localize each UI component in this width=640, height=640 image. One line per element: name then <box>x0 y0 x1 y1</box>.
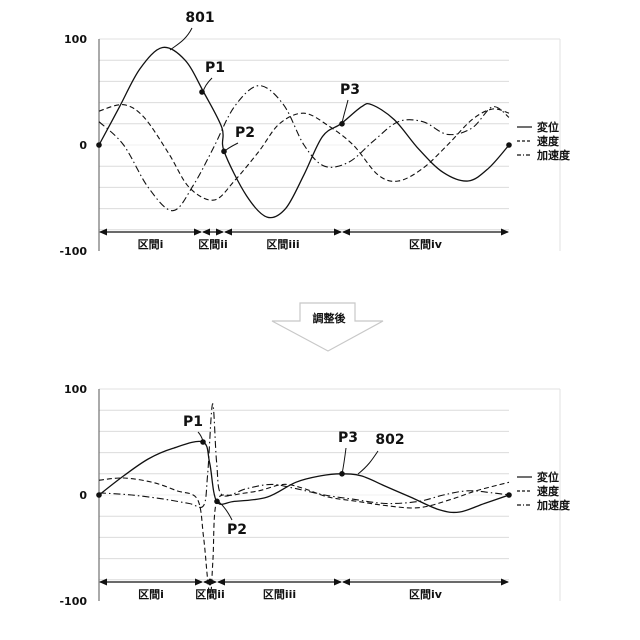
segment-label: 区間iv <box>409 238 443 251</box>
y-tick-label: 0 <box>79 139 87 152</box>
curve-callout: 802 <box>375 432 404 448</box>
curve-callout: 801 <box>185 10 214 26</box>
point-label-p2: P2 <box>235 125 255 141</box>
y-tick-label: 100 <box>64 33 87 46</box>
segment-label: 区間ii <box>195 588 225 601</box>
point-label-p3: P3 <box>338 430 358 446</box>
segment-label: 区間ii <box>198 238 228 251</box>
endpoint-marker <box>506 492 512 498</box>
segment-label: 区間iii <box>266 238 299 251</box>
callout-leader-line <box>358 451 378 474</box>
endpoint-marker <box>96 142 102 148</box>
segment-label: 区間i <box>138 588 164 601</box>
point-label-p3: P3 <box>340 82 360 98</box>
segment-label: 区間iv <box>409 588 443 601</box>
chart-before-adjustment: 100 0 -100 P1 P2 P3 801 区間i 区間ii 区間iii 区間iv 変位速度加速度 <box>59 10 571 258</box>
point-leader-line <box>203 78 212 92</box>
legend-label: 変位 <box>537 120 559 134</box>
segment-label: 区間iii <box>263 588 296 601</box>
series-line-dashed <box>99 105 509 201</box>
down-arrow-icon <box>272 303 383 351</box>
endpoint-marker <box>96 492 102 498</box>
point-marker-p2 <box>221 149 227 155</box>
y-tick-label: 100 <box>64 383 87 396</box>
legend-label: 加速度 <box>536 148 571 162</box>
segment-label: 区間i <box>138 238 164 251</box>
legend-label: 加速度 <box>536 498 571 512</box>
chart-after-adjustment: 100 0 -100 P1 P2 P3 802 区間i 区間ii 区間iii 区間iv 変位速度加速度 <box>59 383 571 608</box>
y-tick-label: -100 <box>59 595 87 608</box>
point-leader-line <box>342 448 346 474</box>
series-line-dashdot <box>99 404 509 508</box>
legend-label: 速度 <box>537 134 560 148</box>
endpoint-marker <box>506 142 512 148</box>
point-leader-line <box>225 143 238 151</box>
point-label-p2: P2 <box>227 522 247 538</box>
point-leader-line <box>342 100 348 123</box>
y-tick-label: -100 <box>59 245 87 258</box>
point-label-p1: P1 <box>205 60 225 76</box>
point-leader-line <box>198 432 203 441</box>
legend-label: 速度 <box>537 484 560 498</box>
series-line-dashdot <box>99 86 509 211</box>
point-label-p1: P1 <box>183 414 203 430</box>
transition-label: 調整後 <box>313 311 347 325</box>
series-line-solid <box>99 47 509 217</box>
series-line-solid <box>99 441 509 512</box>
legend-label: 変位 <box>537 470 559 484</box>
y-tick-label: 0 <box>79 489 87 502</box>
adjustment-arrow: 調整後 <box>272 303 383 351</box>
